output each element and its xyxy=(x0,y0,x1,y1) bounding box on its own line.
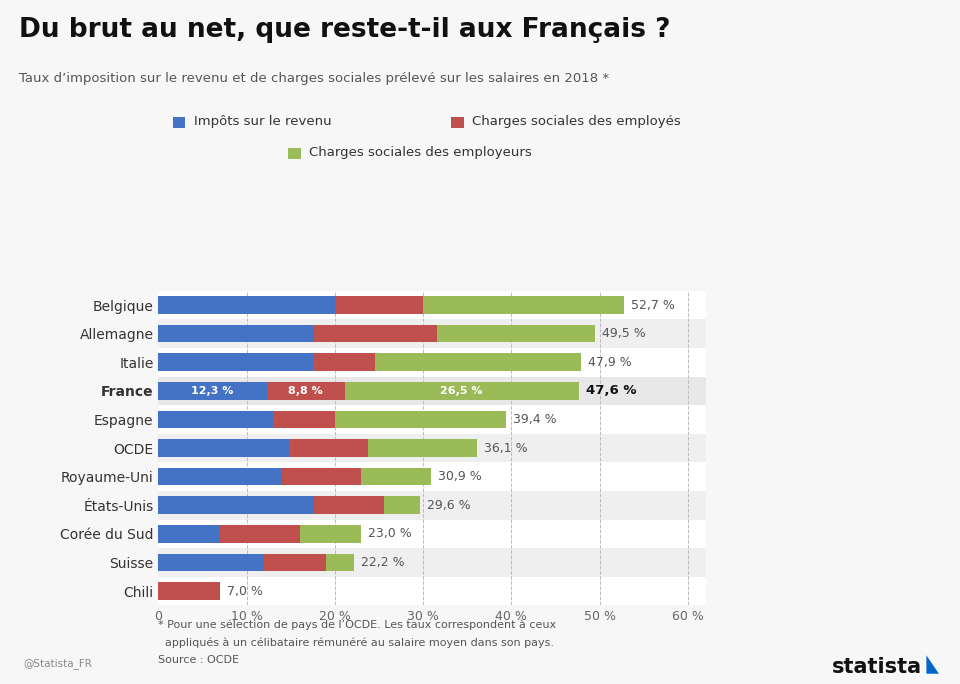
Bar xyxy=(158,462,706,491)
Bar xyxy=(158,548,706,577)
Text: Du brut au net, que reste-t-il aux Français ?: Du brut au net, que reste-t-il aux Franç… xyxy=(19,17,671,43)
Text: 7,0 %: 7,0 % xyxy=(228,585,263,598)
Bar xyxy=(289,439,369,457)
Bar xyxy=(158,382,267,399)
Bar xyxy=(313,354,374,371)
Bar xyxy=(274,410,335,428)
Bar xyxy=(384,497,420,514)
Bar xyxy=(369,439,477,457)
Text: 52,7 %: 52,7 % xyxy=(631,298,675,311)
Bar xyxy=(326,553,354,571)
Bar xyxy=(158,525,220,542)
Text: 47,9 %: 47,9 % xyxy=(588,356,632,369)
Bar xyxy=(158,319,706,348)
Bar xyxy=(158,291,706,319)
Bar xyxy=(300,525,361,542)
Bar xyxy=(423,296,624,314)
Text: 29,6 %: 29,6 % xyxy=(426,499,470,512)
Bar xyxy=(158,468,282,486)
Text: Charges sociales des employeurs: Charges sociales des employeurs xyxy=(309,146,532,159)
Bar xyxy=(158,325,314,343)
Text: Source : OCDE: Source : OCDE xyxy=(158,655,239,666)
Text: 26,5 %: 26,5 % xyxy=(441,386,483,396)
Bar xyxy=(264,553,326,571)
Bar xyxy=(267,382,345,399)
Bar xyxy=(158,553,264,571)
Text: 36,1 %: 36,1 % xyxy=(484,441,528,455)
Bar xyxy=(158,491,706,520)
Bar xyxy=(158,296,335,314)
Bar xyxy=(282,468,361,486)
Bar xyxy=(314,325,438,343)
Bar xyxy=(158,439,289,457)
Bar xyxy=(158,434,706,462)
Text: @Statista_FR: @Statista_FR xyxy=(23,658,92,669)
Bar xyxy=(158,410,274,428)
Text: * Pour une sélection de pays de l’OCDE. Les taux correspondent à ceux: * Pour une sélection de pays de l’OCDE. … xyxy=(158,619,557,629)
Bar xyxy=(314,497,384,514)
Bar xyxy=(335,410,506,428)
Text: 23,0 %: 23,0 % xyxy=(369,527,412,540)
Text: appliqués à un célibataire rémunéré au salaire moyen dans son pays.: appliqués à un célibataire rémunéré au s… xyxy=(158,637,555,648)
Text: Impôts sur le revenu: Impôts sur le revenu xyxy=(194,115,331,129)
Bar xyxy=(345,382,579,399)
Bar xyxy=(220,525,300,542)
Bar xyxy=(158,577,706,605)
Bar xyxy=(158,520,706,548)
Text: 47,6 %: 47,6 % xyxy=(586,384,636,397)
Bar xyxy=(361,468,431,486)
Bar xyxy=(158,348,706,376)
Text: 8,8 %: 8,8 % xyxy=(288,386,324,396)
Bar xyxy=(158,376,706,405)
Text: 49,5 %: 49,5 % xyxy=(602,327,646,340)
Text: 30,9 %: 30,9 % xyxy=(438,470,482,483)
Bar xyxy=(335,296,423,314)
Text: 39,4 %: 39,4 % xyxy=(514,413,557,426)
Bar xyxy=(158,497,314,514)
Bar xyxy=(158,405,706,434)
Text: 12,3 %: 12,3 % xyxy=(191,386,234,396)
Text: Charges sociales des employés: Charges sociales des employés xyxy=(472,115,681,129)
Bar xyxy=(158,582,220,600)
Bar xyxy=(374,354,581,371)
Bar xyxy=(438,325,595,343)
Text: statista: statista xyxy=(831,657,922,677)
Text: Taux d’imposition sur le revenu et de charges sociales prélevé sur les salaires : Taux d’imposition sur le revenu et de ch… xyxy=(19,72,610,85)
Text: 22,2 %: 22,2 % xyxy=(361,556,405,569)
Bar xyxy=(158,354,313,371)
